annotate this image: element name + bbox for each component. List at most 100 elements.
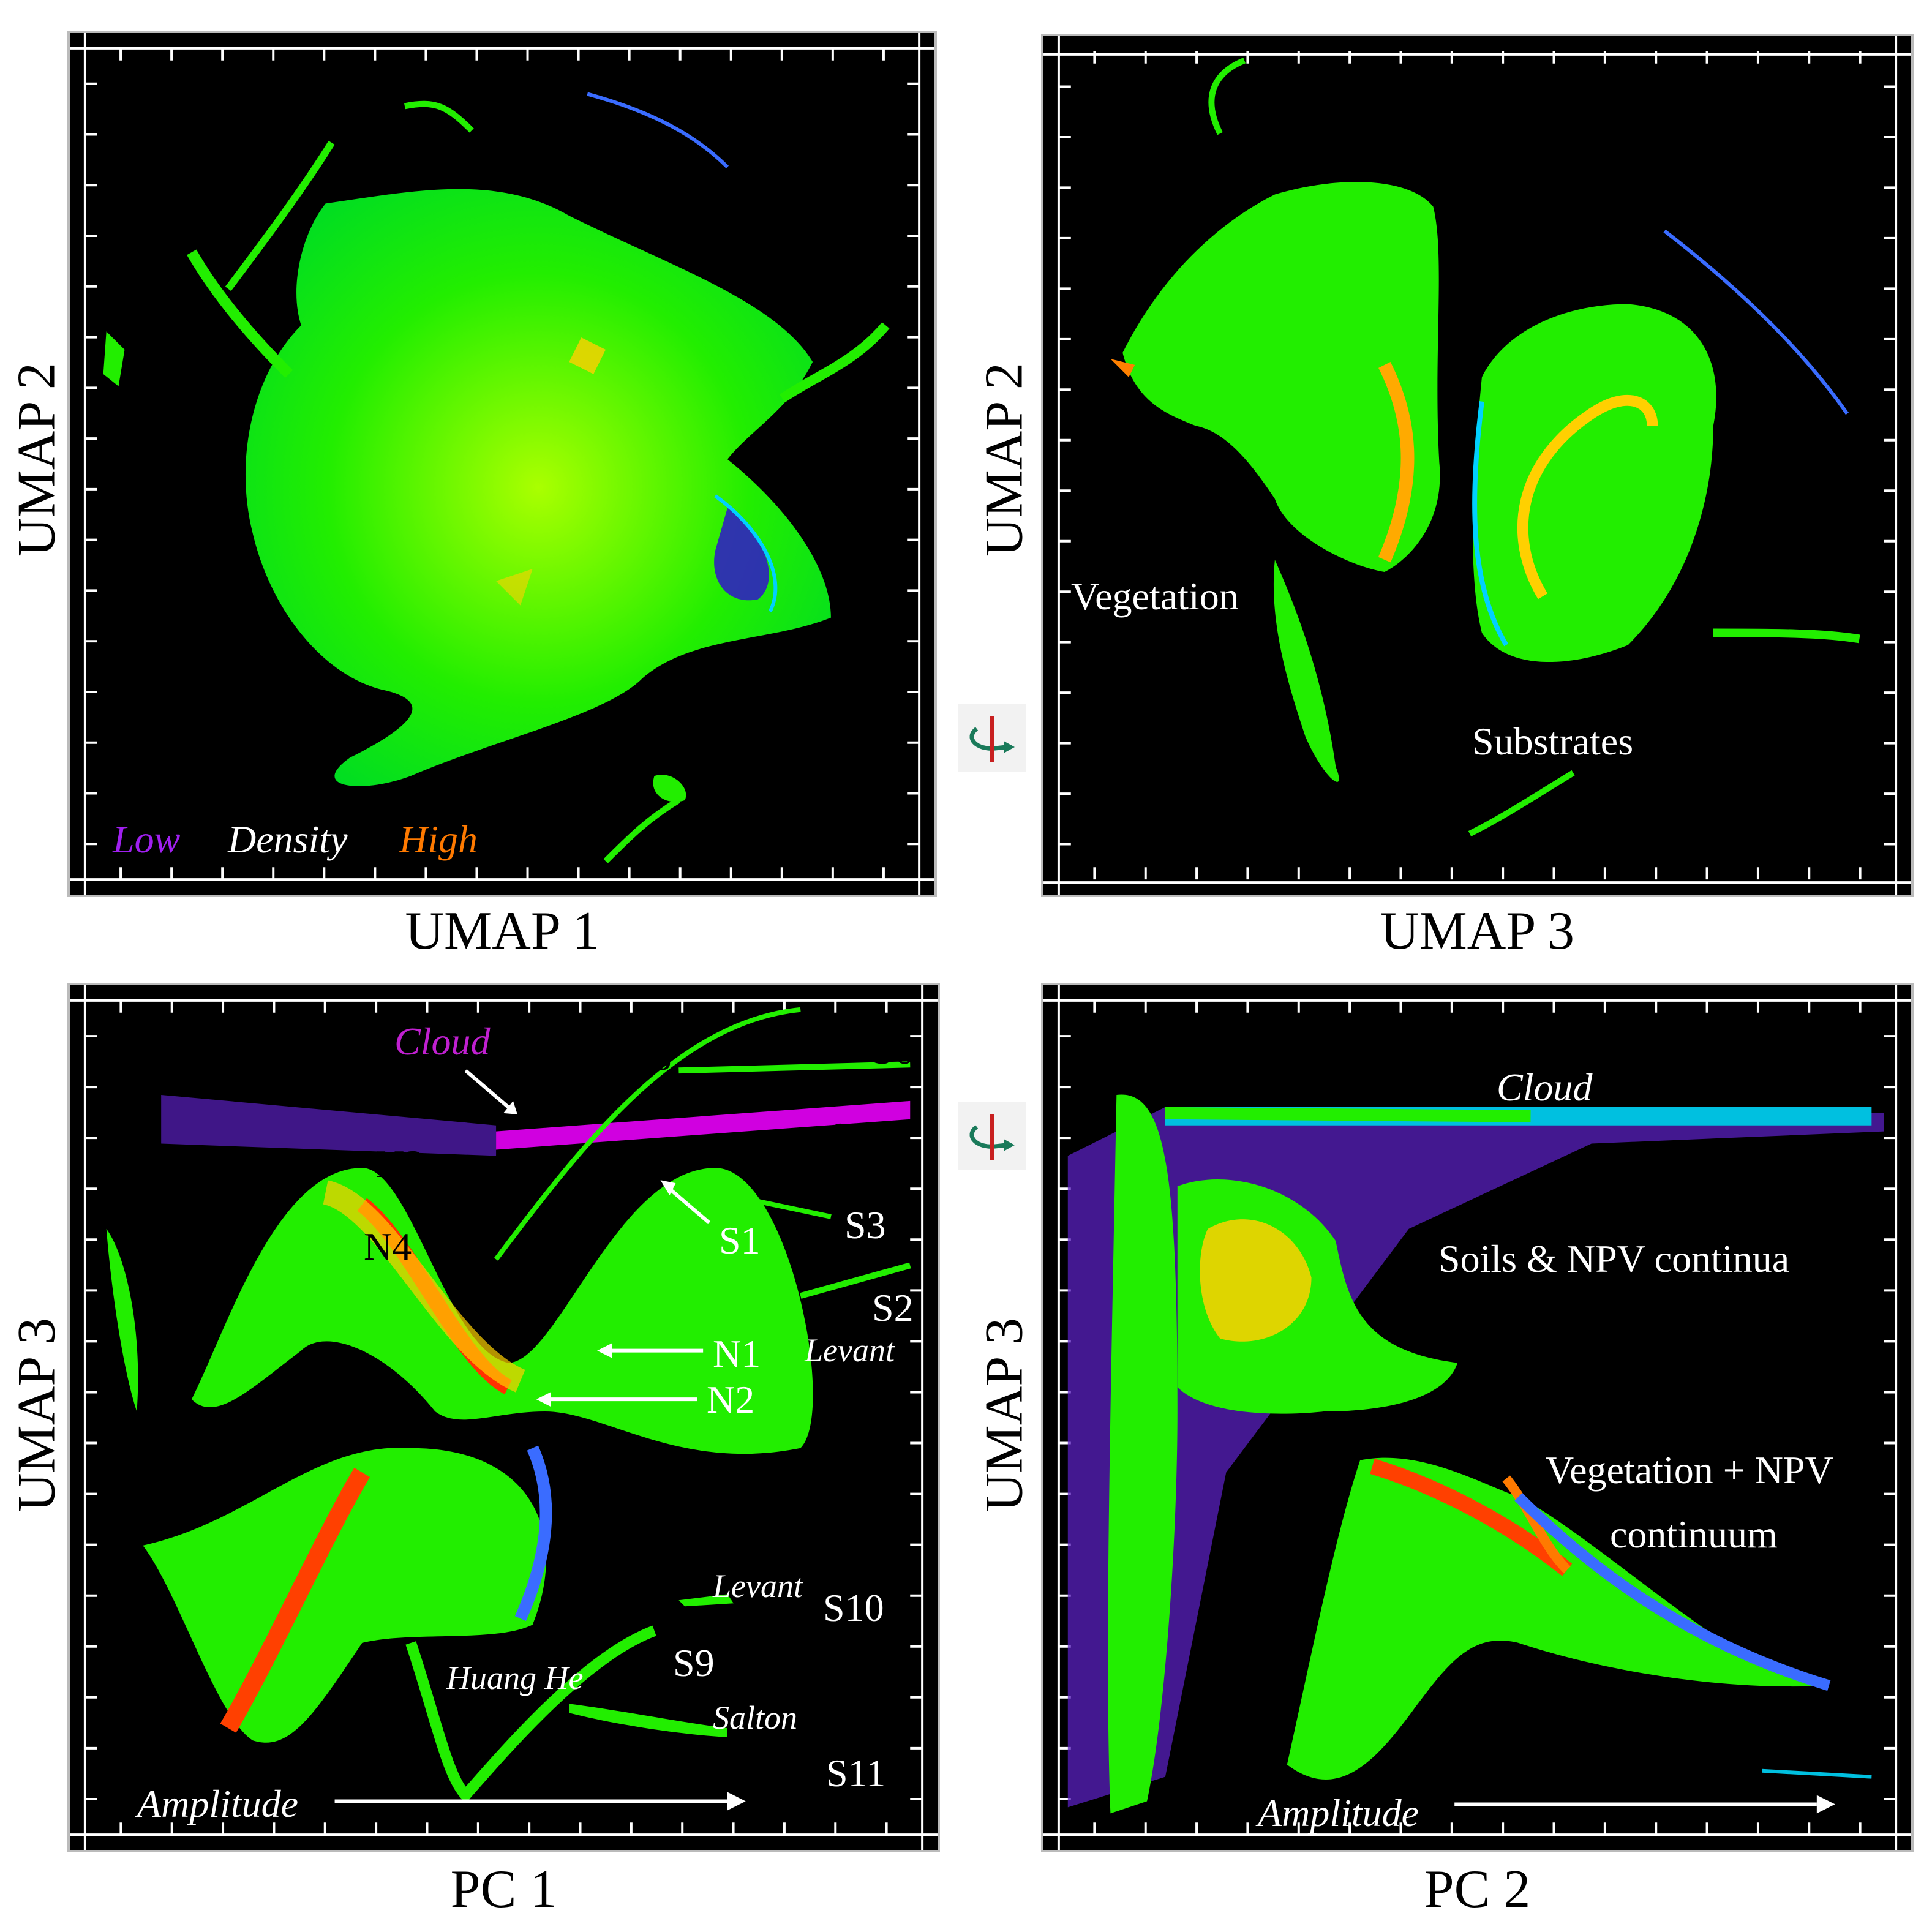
x-axis-label-br: PC 2: [1424, 1860, 1531, 1919]
streak-up: [1663, 229, 1849, 415]
label-n3: N3: [376, 1142, 424, 1186]
label-s11: S11: [826, 1751, 886, 1795]
label-s9: S9: [673, 1641, 715, 1685]
panel-pc2-umap3: Cloud Soils & NPV continua Vegetation + …: [1041, 983, 1914, 1852]
hot-spot: [1110, 358, 1135, 377]
label-levant1: Levant: [805, 1332, 895, 1369]
lower-core: [220, 1467, 370, 1733]
y-axis-label-tl: UMAP 2: [7, 362, 67, 557]
cloud-pointer: [464, 1069, 509, 1109]
substrates-cluster: [1473, 304, 1716, 663]
legend-high: High: [399, 818, 478, 861]
y-axis-label-br: UMAP 3: [974, 1317, 1034, 1513]
substrates-core: [1517, 394, 1658, 600]
lower-cluster: [143, 1448, 546, 1743]
panel-umap1-umap2: Low Density High: [67, 31, 937, 897]
violet-cavity: [714, 508, 769, 601]
label-s1: S1: [719, 1219, 761, 1262]
s-tail: [405, 1625, 656, 1803]
label-s8: S8: [630, 1035, 672, 1078]
soils-core: [1200, 1219, 1312, 1342]
small-blob1: [103, 331, 125, 386]
rotate-icon: [958, 1102, 1026, 1170]
label-veg2: continuum: [1610, 1513, 1778, 1556]
veg-cluster: [1287, 1457, 1829, 1780]
lower-rim: [514, 1445, 552, 1622]
vegetation-cluster: [1122, 182, 1440, 573]
label-cloud-br: Cloud: [1497, 1066, 1593, 1109]
x-axis-label-tl: UMAP 1: [405, 901, 600, 961]
small-blob2: [653, 775, 686, 802]
label-cloud: Cloud: [394, 1020, 491, 1063]
legend-low: Low: [113, 818, 181, 861]
density-plot: [1043, 985, 1911, 1850]
label-s10: S10: [823, 1586, 884, 1629]
streak-s2: [799, 1262, 911, 1299]
label-amplitude-br: Amplitude: [1258, 1791, 1419, 1835]
vegetation-core: [1378, 362, 1415, 563]
label-s45: S4/5: [829, 1114, 901, 1158]
arm-upper2: [404, 100, 474, 133]
rotate-icon: [958, 704, 1026, 772]
amplitude-arrowhead: [727, 1792, 746, 1811]
label-soils: Soils & NPV continua: [1438, 1237, 1790, 1280]
hot-spot1: [569, 337, 606, 374]
amplitude-arrowhead: [1816, 1795, 1835, 1814]
upper-core-yellow: [322, 1180, 526, 1393]
panel-umap3-umap2: Vegetation Substrates: [1041, 34, 1914, 897]
left-blobs: [106, 1228, 138, 1412]
small-streak1: [1208, 58, 1246, 135]
arm-right: [779, 322, 890, 403]
streak-s7: [494, 1007, 801, 1261]
upper-cluster: [191, 1168, 813, 1454]
label-veg1: Vegetation + NPV: [1546, 1448, 1833, 1492]
label-huanghe: Huang He: [446, 1659, 584, 1696]
label-substrates: Substrates: [1472, 720, 1634, 763]
cloud-haze: [161, 1094, 497, 1156]
small-streak: [603, 797, 680, 863]
tick-frame: [1043, 985, 1911, 1850]
label-n2: N2: [707, 1378, 755, 1421]
left-column: [1108, 1094, 1178, 1814]
cloud-core: [1165, 1107, 1531, 1122]
cyan-rim: [714, 494, 778, 612]
tick-marks: [85, 48, 920, 880]
vegetation-tail: [1273, 560, 1339, 782]
arm-left: [187, 249, 293, 378]
veg-core: [1370, 1459, 1573, 1576]
x-axis-label-bl: PC 1: [450, 1860, 557, 1919]
x-axis-label-tr: UMAP 3: [1380, 901, 1575, 961]
far-right-streak: [1762, 1768, 1872, 1779]
streak-top: [587, 92, 729, 168]
y-axis-label-tr: UMAP 2: [974, 362, 1034, 557]
tick-frame: [70, 33, 934, 895]
tick-marks: [85, 1000, 923, 1835]
label-s7: S7: [799, 1010, 840, 1054]
label-vegetation: Vegetation: [1071, 574, 1239, 618]
label-n1: N1: [713, 1332, 761, 1375]
streak-s3: [715, 1190, 832, 1219]
streak-s10: [678, 1594, 734, 1607]
density-plot: [70, 985, 938, 1850]
label-n4: N4: [364, 1225, 412, 1268]
tick-marks: [1058, 51, 1896, 880]
small-streak2: [1468, 770, 1575, 837]
label-s6: S6: [872, 1029, 914, 1072]
tick-marks: [1058, 1000, 1896, 1835]
label-amplitude-bl: Amplitude: [137, 1782, 299, 1825]
label-s3: S3: [844, 1203, 886, 1247]
tick-frame: [1043, 36, 1911, 895]
arm-upper: [225, 140, 335, 291]
panel-pc1-umap3: Cloud S8 S7 S6 S4/5 N3 N4 S1 S3 S2 Levan…: [67, 983, 940, 1852]
main-cluster: [245, 189, 831, 786]
density-plot: [70, 33, 934, 895]
streak-s6: [678, 1061, 911, 1074]
veg-tip: [1502, 1475, 1571, 1574]
label-levant2: Levant: [713, 1568, 803, 1604]
legend-density: Density: [228, 818, 348, 861]
label-s2: S2: [872, 1286, 914, 1329]
density-plot: [1043, 36, 1911, 895]
label-salton: Salton: [713, 1699, 798, 1736]
s1-pointer: [665, 1184, 711, 1225]
y-axis-label-bl: UMAP 3: [7, 1317, 67, 1513]
